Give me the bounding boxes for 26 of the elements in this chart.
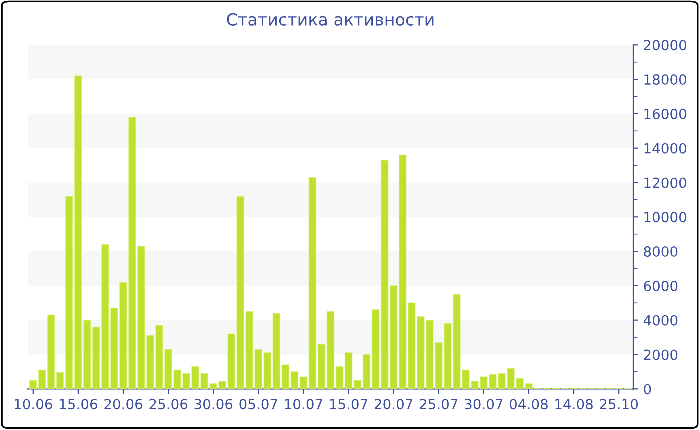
y-tick-label: 10000 [644,212,686,223]
x-tick-label: 15.06 [60,399,98,410]
x-tick-label: 20.07 [374,399,413,410]
y-tick-label: 12000 [644,178,686,188]
x-tick-label: 25.06 [150,399,188,410]
y-tick-label: 16000 [644,108,686,120]
x-tick-label: 20.06 [104,399,143,410]
x-tick-label: 10.06 [15,399,52,410]
x-tick-label: 30.07 [465,399,503,410]
x-tick-label: 10.07 [285,399,322,410]
y-tick-label: 0 [644,384,652,395]
y-tick-label: 2000 [644,350,678,360]
x-tick-label: 30.06 [194,399,233,410]
x-tick-label: 25.07 [420,399,458,410]
chart-title: Статистика активности [227,13,434,26]
y-tick-label: 8000 [644,246,678,258]
y-tick-label: 18000 [644,74,686,86]
x-tick-label: 05.07 [240,399,278,410]
y-tick-label: 14000 [644,143,686,154]
y-tick-label: 4000 [644,315,678,326]
x-tick-label: 25.10 [600,399,638,410]
x-tick-label: 14.08 [556,399,593,410]
x-tick-label: 15.07 [330,399,368,410]
y-tick-label: 20000 [644,40,686,51]
y-tick-label: 6000 [644,280,678,292]
x-tick-label: 04.08 [510,399,548,410]
